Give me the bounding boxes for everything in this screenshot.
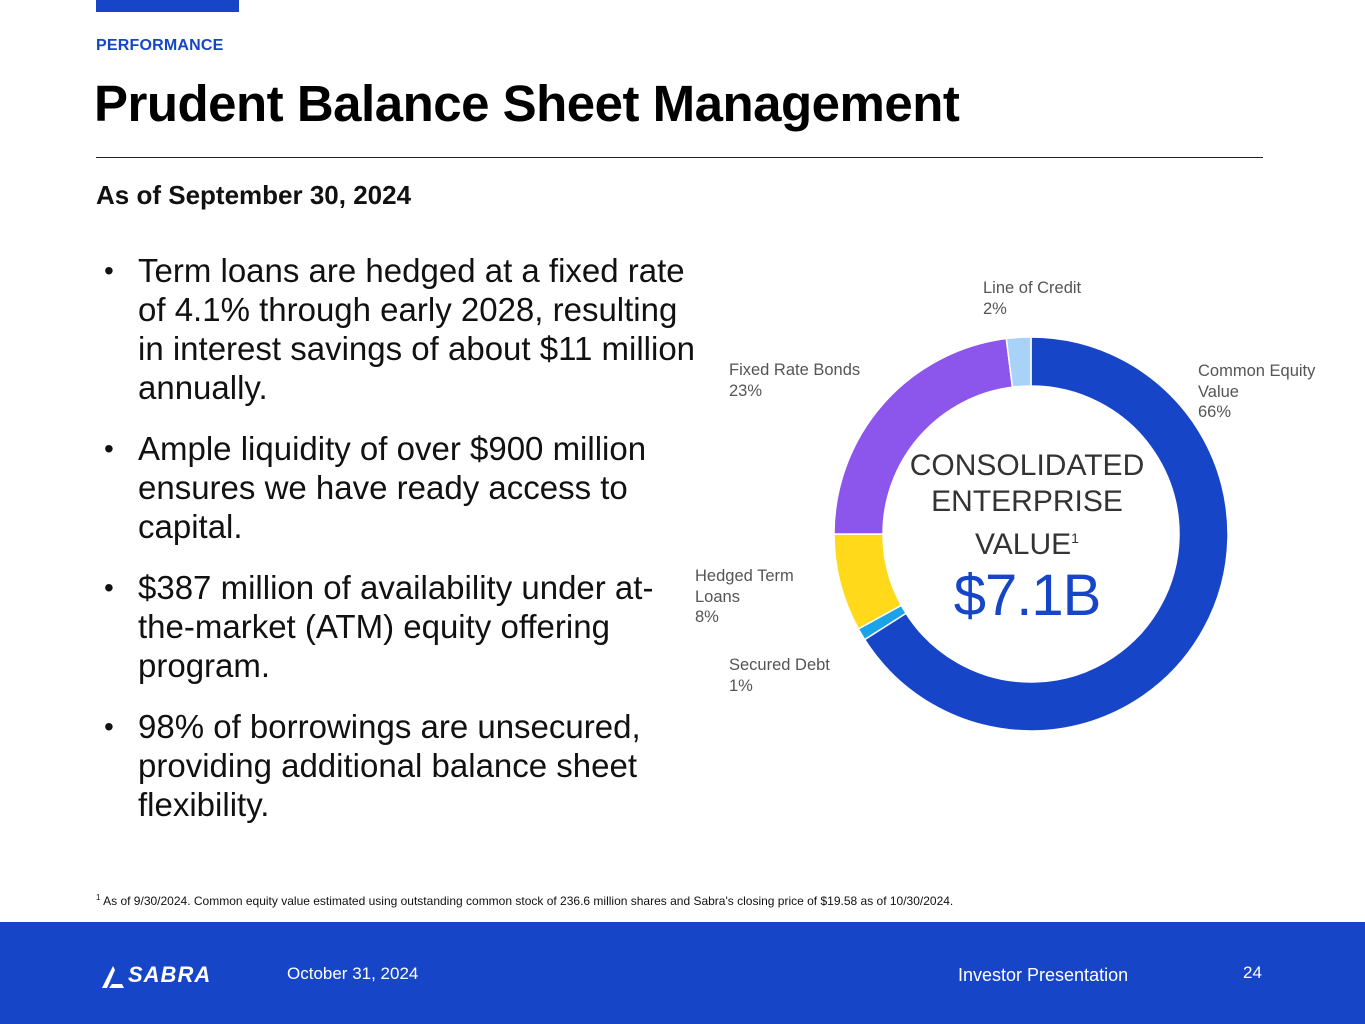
bullet-item: • Ample liquidity of over $900 million en… bbox=[100, 429, 700, 546]
slice-value-label: 66% bbox=[1198, 403, 1232, 421]
footnote-marker: 1 bbox=[1071, 530, 1079, 546]
as-of-date-subtitle: As of September 30, 2024 bbox=[96, 180, 412, 210]
page-title: Prudent Balance Sheet Management bbox=[94, 75, 960, 132]
slice-value-label: 23% bbox=[729, 381, 763, 400]
slice-name: Hedged Term bbox=[695, 567, 794, 585]
logo-wordmark: SABRA bbox=[128, 962, 212, 987]
section-label: PERFORMANCE bbox=[96, 37, 224, 54]
bullet-dot-icon: • bbox=[104, 255, 114, 286]
label-fixed-rate-bonds: Fixed Rate Bonds 23% bbox=[729, 360, 860, 401]
label-secured-debt: Secured Debt 1% bbox=[729, 655, 830, 696]
slice-name: Fixed Rate Bonds bbox=[729, 361, 861, 379]
slice-value-label: 8% bbox=[695, 608, 719, 626]
title-divider bbox=[96, 157, 1263, 158]
enterprise-value-donut-chart: Line of Credit 2% Fixed Rate Bonds 23% C… bbox=[680, 260, 1365, 800]
footer-presentation-title: Investor Presentation bbox=[958, 965, 1129, 985]
donut-center-title: CONSOLIDATED ENTERPRISE VALUE1 bbox=[902, 448, 1152, 563]
donut-slice-line-of-credit bbox=[1005, 336, 1032, 389]
donut-slice-common-equity-value bbox=[863, 336, 1229, 732]
slice-value-label: 2% bbox=[983, 299, 1007, 318]
sabra-logo: SABRA bbox=[100, 962, 240, 990]
slice-name: Secured Debt bbox=[729, 656, 830, 674]
slice-name: Common Equity bbox=[1198, 362, 1316, 380]
donut-center-total: $7.1B bbox=[953, 563, 1102, 628]
bullet-dot-icon: • bbox=[104, 433, 114, 464]
bullet-text: Term loans are hedged at a fixed rate of… bbox=[138, 252, 696, 406]
bullet-text: $387 million of availability under at-th… bbox=[138, 569, 654, 684]
bullet-item: • Term loans are hedged at a fixed rate o… bbox=[100, 251, 700, 407]
bullet-item: • $387 million of availability under at-t… bbox=[100, 568, 700, 685]
label-line-of-credit: Line of Credit 2% bbox=[983, 278, 1081, 319]
bullet-dot-icon: • bbox=[104, 572, 114, 603]
page-number: 24 bbox=[1243, 963, 1262, 982]
sabra-logo-icon bbox=[102, 966, 124, 988]
label-common-equity-value: Common Equity Value 66% bbox=[1198, 361, 1315, 423]
footer-date: October 31, 2024 bbox=[287, 964, 419, 983]
footnote: 1 As of 9/30/2024. Common equity value e… bbox=[96, 893, 953, 908]
bullet-text: 98% of borrowings are unsecured, providi… bbox=[138, 708, 641, 823]
footnote-text: As of 9/30/2024. Common equity value est… bbox=[103, 894, 954, 908]
slice-value-label: 1% bbox=[729, 676, 753, 695]
donut-svg bbox=[833, 336, 1229, 732]
donut-title-text: CONSOLIDATED ENTERPRISE VALUE bbox=[909, 449, 1145, 561]
bullet-item: • 98% of borrowings are unsecured, provid… bbox=[100, 707, 700, 824]
bullet-text: Ample liquidity of over $900 million ens… bbox=[138, 430, 647, 545]
bullet-list: • Term loans are hedged at a fixed rate o… bbox=[100, 251, 700, 846]
slice-name: Value bbox=[1198, 382, 1239, 401]
bullet-dot-icon: • bbox=[104, 711, 114, 742]
footnote-marker: 1 bbox=[96, 893, 101, 902]
top-accent-bar bbox=[96, 0, 239, 12]
label-hedged-term-loans: Hedged Term Loans 8% bbox=[695, 566, 794, 628]
footer-bar: SABRA October 31, 2024 Investor Presenta… bbox=[0, 922, 1365, 1024]
slice-name: Loans bbox=[695, 587, 740, 606]
slice-name: Line of Credit bbox=[983, 279, 1082, 297]
